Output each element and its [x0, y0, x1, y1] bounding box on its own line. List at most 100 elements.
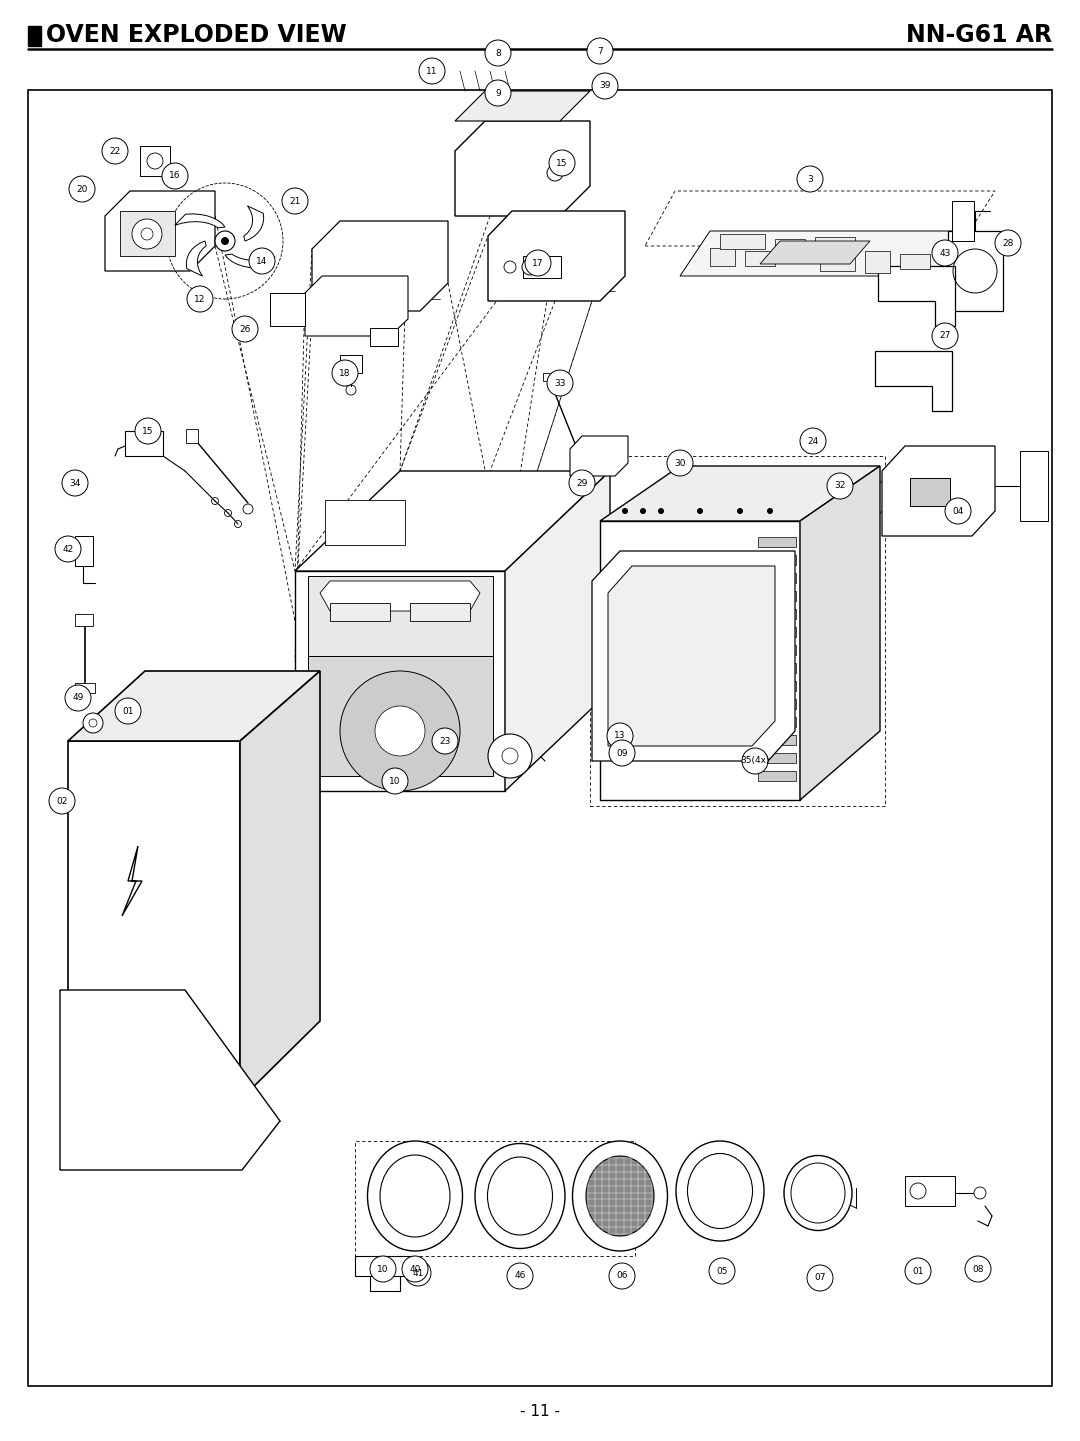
Text: 23: 23 [440, 736, 450, 745]
Circle shape [966, 1257, 991, 1282]
Circle shape [592, 73, 618, 99]
Polygon shape [592, 550, 795, 761]
Text: 21: 21 [289, 196, 300, 206]
Text: 41: 41 [413, 1268, 423, 1278]
Polygon shape [244, 206, 264, 241]
Bar [75, 614, 93, 625]
Circle shape [609, 741, 635, 767]
Polygon shape [175, 213, 225, 228]
Ellipse shape [586, 1156, 654, 1236]
Circle shape [135, 418, 161, 444]
Ellipse shape [572, 1141, 667, 1251]
Circle shape [945, 499, 971, 525]
Bar [758, 627, 796, 637]
Text: 28: 28 [1002, 239, 1014, 248]
Text: 43: 43 [940, 248, 950, 258]
Text: NN-G61 AR: NN-G61 AR [906, 23, 1052, 48]
Polygon shape [308, 576, 492, 656]
Bar [745, 251, 775, 267]
Bar [325, 500, 405, 545]
Text: 04: 04 [953, 506, 963, 516]
Ellipse shape [676, 1141, 764, 1241]
Text: 8: 8 [495, 49, 501, 58]
Text: 42: 42 [63, 545, 73, 553]
Circle shape [609, 1262, 635, 1290]
Circle shape [221, 236, 229, 245]
Bar [120, 210, 175, 256]
Bar [758, 646, 796, 656]
Bar [75, 536, 93, 566]
Polygon shape [800, 465, 880, 800]
Circle shape [708, 1258, 735, 1284]
Bar [758, 610, 796, 620]
Polygon shape [488, 210, 625, 301]
Bar [815, 236, 855, 254]
Text: 35(4x): 35(4x) [740, 757, 770, 765]
Bar [152, 1098, 168, 1108]
Bar [951, 200, 974, 241]
Text: 17: 17 [532, 258, 543, 268]
Polygon shape [270, 293, 305, 326]
Circle shape [69, 176, 95, 202]
Text: 9: 9 [495, 88, 501, 98]
Bar [186, 429, 198, 442]
Text: 29: 29 [577, 478, 588, 487]
Text: 26: 26 [240, 324, 251, 333]
Text: 7: 7 [597, 46, 603, 56]
Circle shape [282, 187, 308, 215]
Text: 07: 07 [814, 1274, 826, 1282]
Bar [590, 455, 885, 806]
Bar [355, 1141, 635, 1257]
Circle shape [974, 1187, 986, 1199]
Polygon shape [570, 437, 627, 476]
Circle shape [402, 1257, 428, 1282]
Bar [758, 555, 796, 565]
Ellipse shape [784, 1156, 852, 1231]
Bar [758, 754, 796, 762]
Text: 20: 20 [77, 184, 87, 193]
Bar [125, 431, 163, 455]
Text: 09: 09 [617, 748, 627, 758]
Text: 02: 02 [56, 797, 68, 806]
Ellipse shape [475, 1144, 565, 1248]
Circle shape [488, 733, 532, 778]
Polygon shape [608, 566, 775, 746]
Polygon shape [187, 241, 206, 277]
Circle shape [370, 1257, 396, 1282]
Text: 46: 46 [514, 1271, 526, 1281]
Polygon shape [882, 447, 995, 536]
Circle shape [622, 509, 627, 514]
Bar [75, 683, 95, 693]
Circle shape [215, 231, 235, 251]
Text: 22: 22 [109, 147, 121, 156]
Ellipse shape [487, 1157, 553, 1235]
Polygon shape [1020, 451, 1048, 522]
Polygon shape [760, 241, 870, 264]
Circle shape [658, 509, 664, 514]
Bar [95, 1089, 125, 1098]
Polygon shape [320, 581, 480, 611]
Bar [905, 1176, 955, 1206]
Circle shape [375, 706, 426, 757]
Polygon shape [225, 254, 275, 268]
Text: 08: 08 [972, 1265, 984, 1274]
Circle shape [697, 509, 703, 514]
Text: 10: 10 [377, 1265, 389, 1274]
Circle shape [549, 150, 575, 176]
Circle shape [132, 219, 162, 249]
Bar [28, 89, 1052, 1386]
Circle shape [932, 241, 958, 267]
Polygon shape [600, 522, 800, 800]
Text: 18: 18 [339, 369, 351, 378]
Circle shape [432, 728, 458, 754]
Circle shape [382, 768, 408, 794]
Polygon shape [680, 231, 970, 277]
Polygon shape [60, 990, 280, 1170]
Bar [410, 602, 470, 621]
Circle shape [607, 723, 633, 749]
Circle shape [332, 360, 357, 386]
Text: OVEN EXPLODED VIEW: OVEN EXPLODED VIEW [46, 23, 347, 48]
Bar [775, 239, 805, 251]
Polygon shape [68, 741, 240, 1099]
Text: 27: 27 [940, 331, 950, 340]
